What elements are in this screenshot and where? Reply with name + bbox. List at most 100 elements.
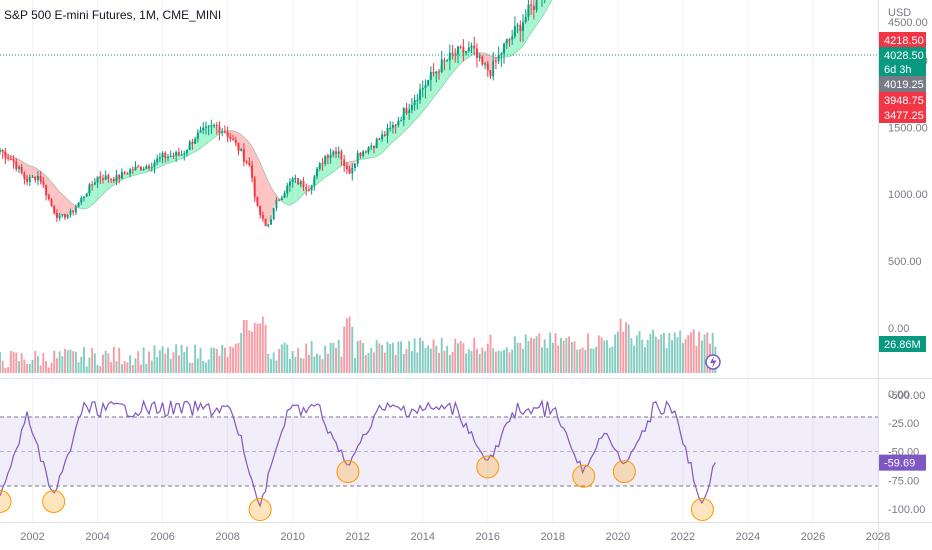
price-axis-tick: -500.00 [888,390,925,402]
candle [34,176,37,183]
volume-bar [134,358,137,373]
candle [527,0,530,21]
candle [240,147,243,152]
time-axis-tick: 2028 [866,531,890,543]
volume-bar [234,343,237,373]
volume-bar [291,351,294,373]
candle-body [297,178,300,185]
volume-bar [180,344,183,373]
volume-bar [603,340,606,373]
candle [400,116,403,122]
volume-bar [223,347,226,373]
candle [370,142,373,150]
time-axis-tick: 2014 [410,531,434,543]
candle-body [511,36,514,40]
volume-bar [600,337,603,373]
candle [213,123,216,129]
volume-bar [698,331,701,373]
candle-body [28,177,31,182]
candle-body [213,124,216,126]
candle-body [139,166,142,171]
volume-bar [58,351,61,373]
price-tag: 4218.50 [879,32,926,48]
volume-bar [668,333,671,373]
candle [424,79,427,99]
volume-bar [156,357,159,373]
volume-bar [310,340,313,373]
candle-body [389,127,392,129]
candle-body [383,134,386,137]
candle-body [0,150,1,152]
ribbon-segment [73,204,76,213]
candle-body [251,165,253,178]
candle [58,212,61,221]
volume-bar [348,316,351,373]
volume-bar [443,350,446,373]
volume-bar [142,347,145,373]
highlighted-low-marker [572,464,596,488]
volume-bar [74,351,77,373]
candle-body [475,48,478,59]
candle-body [115,174,118,182]
volume-bar [419,337,421,373]
candle-body [205,126,207,128]
volume-bar [272,352,275,373]
candle [199,126,202,133]
volume-bar [72,351,75,373]
volume-bar [576,349,579,373]
candle [272,207,275,221]
candle [356,150,359,167]
price-tag: 4019.25 [879,76,926,92]
candle-body [508,39,511,41]
candle [364,150,367,154]
candle-body [473,45,476,49]
highlighted-low-marker [612,460,636,484]
volume-bar [42,353,45,373]
candle [234,136,237,147]
candle-body [410,104,413,110]
candle [205,121,207,135]
candle-body [302,181,305,188]
price-tag: 3948.75 [879,92,926,108]
candle [47,193,50,201]
candle-body [500,53,503,55]
ribbon-segment [414,99,418,121]
volume-bar [516,342,519,373]
candle-body [484,63,487,65]
candle [302,177,305,191]
ribbon-segment [541,0,545,18]
highlighted-low-marker [42,490,66,513]
volume-bar [88,357,91,373]
candle [99,171,102,184]
indicator-axis[interactable]: 0.00-25.00-50.00-75.00-100.00 [888,389,925,516]
price-tag-label: 6d 3h [884,64,912,76]
volume-bar [703,334,706,373]
candle-body [307,189,310,191]
candle [408,103,411,121]
candle [107,173,110,183]
time-axis[interactable]: 2002 2004 2006 2008 2010 2012 2014 2016 2018 2020… [20,531,890,543]
candle-body [397,120,400,126]
volume-bar [20,353,23,373]
volume-bar [145,363,148,373]
volume-bar [500,351,503,373]
volume-bar [175,344,178,373]
volume-bar [413,338,416,373]
candle-body [123,172,126,174]
volume-bar [522,349,524,373]
volume-bar [394,354,397,373]
ribbon-segment [531,5,534,33]
volume-bar [551,342,554,373]
candle-body [196,132,199,139]
alert-icon[interactable] [705,354,721,370]
price-tag-bg [879,32,926,48]
volume-bar [93,353,96,373]
candle-body [66,214,69,218]
volume-bar [237,342,240,373]
candle-body [1,150,4,152]
candle-body [386,127,389,137]
volume-bar [15,352,18,373]
candle-body [329,154,332,158]
volume-bar [440,337,443,373]
